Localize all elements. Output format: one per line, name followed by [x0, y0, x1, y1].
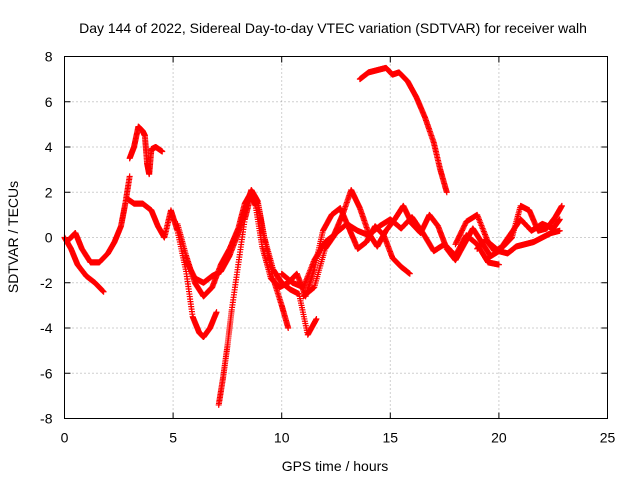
y-tick-label: 4	[45, 139, 53, 155]
x-tick-label: 5	[169, 430, 177, 446]
series-arc-2	[65, 173, 133, 266]
data-point	[100, 288, 107, 295]
data-point	[558, 202, 565, 209]
series-arc-4	[126, 123, 166, 178]
y-tick-label: 8	[45, 49, 53, 65]
data-point	[443, 189, 450, 196]
data-point	[495, 261, 502, 268]
y-tick-label: 2	[45, 184, 53, 200]
x-tick-label: 20	[491, 430, 507, 446]
data-point	[159, 148, 166, 155]
data-point	[213, 309, 220, 316]
y-tick-label: -2	[40, 275, 53, 291]
series-arc-9	[300, 214, 502, 300]
y-axis-label: SDTVAR / TECUs	[5, 181, 21, 293]
grid	[64, 56, 608, 419]
data-point	[285, 325, 292, 331]
y-tick-label: -4	[40, 320, 53, 336]
data-point	[556, 227, 563, 234]
x-axis-label: GPS time / hours	[282, 458, 389, 474]
series-arc-3	[124, 196, 220, 341]
x-tick-label: 10	[274, 430, 290, 446]
x-tick-label: 15	[383, 430, 399, 446]
y-tick-label: 0	[45, 230, 53, 246]
data-point	[556, 216, 563, 223]
series-arc-1	[61, 234, 107, 295]
x-tick-label: 0	[61, 430, 69, 446]
y-tick-label: -6	[40, 365, 53, 381]
x-tick-label: 25	[600, 430, 616, 446]
series-arc-12	[474, 202, 565, 255]
plot-frame	[64, 56, 608, 419]
series-arc-13	[485, 227, 563, 261]
data-point	[126, 173, 133, 180]
data-point	[406, 270, 413, 277]
y-tick-label: -8	[40, 411, 53, 427]
y-tick-label: 6	[45, 94, 53, 110]
data-point	[313, 315, 320, 322]
chart-title: Day 144 of 2022, Sidereal Day-to-day VTE…	[79, 20, 587, 36]
series-arc-10	[356, 64, 450, 196]
data-points	[61, 64, 565, 408]
series-arc-6	[183, 186, 320, 338]
